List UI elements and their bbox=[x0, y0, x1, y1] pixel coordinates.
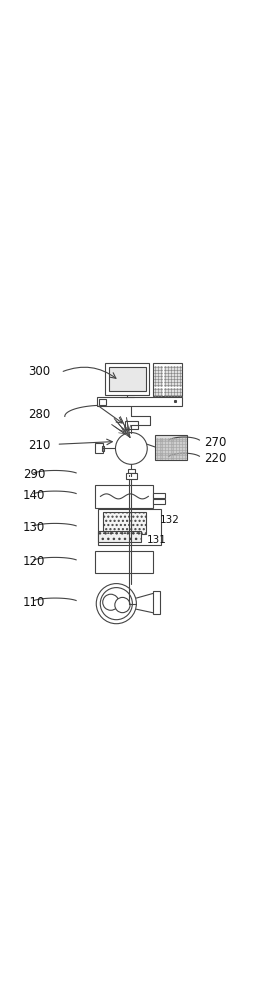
Bar bbox=[99, 399, 106, 405]
Bar bbox=[103, 512, 146, 534]
Circle shape bbox=[96, 584, 136, 624]
Bar bbox=[109, 367, 146, 391]
Text: 120: 120 bbox=[23, 555, 45, 568]
Text: 110: 110 bbox=[23, 596, 45, 609]
Circle shape bbox=[115, 597, 130, 613]
Circle shape bbox=[103, 594, 119, 610]
Circle shape bbox=[115, 433, 147, 464]
Text: 300: 300 bbox=[29, 365, 51, 378]
Text: 140: 140 bbox=[23, 489, 45, 502]
Bar bbox=[105, 363, 149, 395]
Text: 210: 210 bbox=[29, 439, 51, 452]
Bar bbox=[95, 551, 153, 573]
Bar bbox=[98, 531, 141, 542]
Bar bbox=[97, 397, 182, 406]
Bar bbox=[98, 509, 161, 545]
Text: 270: 270 bbox=[204, 436, 227, 449]
Text: 130: 130 bbox=[23, 521, 45, 534]
Bar bbox=[153, 493, 165, 498]
Bar bbox=[95, 443, 103, 453]
Bar bbox=[103, 512, 146, 534]
Circle shape bbox=[100, 588, 132, 620]
Bar bbox=[95, 485, 153, 508]
Text: 290: 290 bbox=[23, 468, 45, 481]
Bar bbox=[153, 591, 160, 614]
Text: 220: 220 bbox=[204, 452, 227, 465]
Bar bbox=[126, 473, 137, 479]
Bar bbox=[128, 469, 135, 473]
Bar bbox=[153, 363, 182, 396]
Bar bbox=[155, 435, 186, 460]
Text: 132: 132 bbox=[160, 515, 179, 525]
Bar bbox=[125, 421, 138, 429]
Bar bbox=[98, 531, 141, 542]
Bar bbox=[153, 499, 165, 504]
Text: 131: 131 bbox=[147, 535, 167, 545]
Text: 280: 280 bbox=[29, 408, 51, 421]
Bar bbox=[102, 446, 104, 451]
